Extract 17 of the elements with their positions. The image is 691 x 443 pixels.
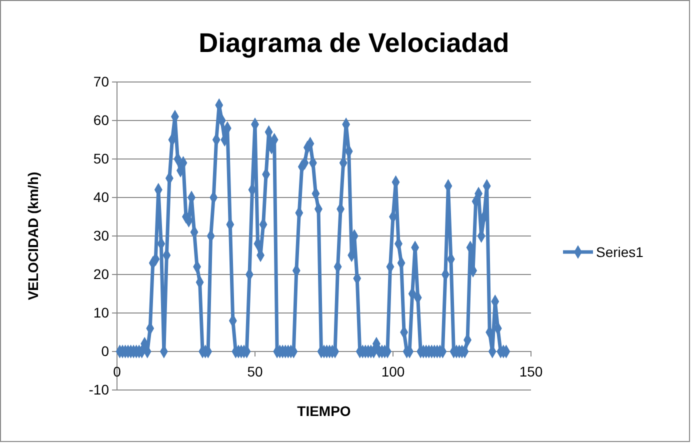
y-tick-label: -10 — [88, 381, 110, 398]
x-tick-label: 0 — [113, 363, 122, 380]
y-tick-label: 70 — [93, 73, 110, 90]
y-axis-title: VELOCIDAD (km/h) — [25, 172, 41, 300]
x-axis-title: TIEMPO — [297, 403, 351, 419]
x-tick-label: 50 — [247, 363, 263, 380]
y-tick-label: 30 — [93, 227, 110, 244]
y-tick-label: 40 — [93, 188, 110, 205]
y-tick-label: 60 — [93, 112, 110, 128]
x-tick-label: 100 — [381, 363, 405, 380]
x-tick-label: 150 — [519, 363, 543, 380]
y-tick-label: 20 — [93, 266, 110, 282]
legend-label: Series1 — [596, 244, 644, 260]
chart-title: Diagrama de Velociadad — [198, 28, 510, 58]
y-tick-label: 10 — [93, 304, 110, 320]
y-tick-label: 50 — [93, 150, 110, 166]
y-tick-label: 0 — [101, 342, 110, 359]
